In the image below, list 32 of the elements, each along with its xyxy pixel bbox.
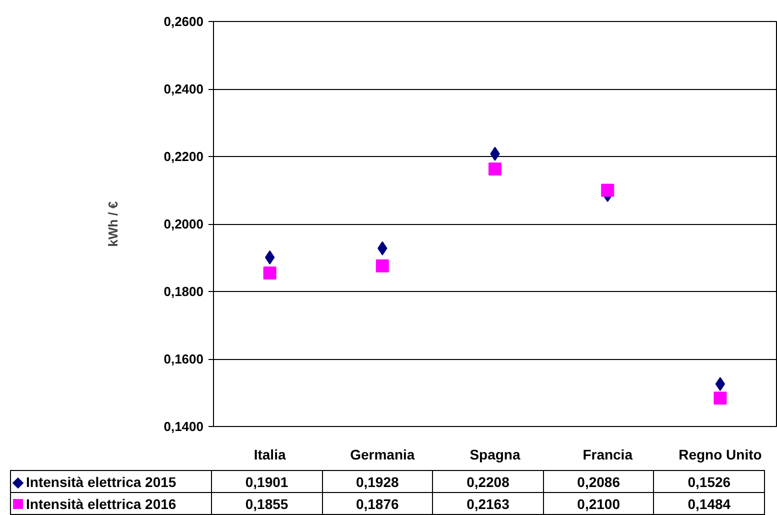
y-axis-title: kWh / € [106,201,121,247]
y-tick-label: 0,1800 [164,284,204,299]
x-tick-label: Francia [582,446,633,462]
y-tick-label: 0,1600 [164,352,204,366]
data-label: 0,1876 [322,492,433,514]
data-label: 0,1484 [654,492,764,514]
point [488,162,502,176]
point [714,392,727,405]
data-label: 0,2208 [432,470,544,492]
point [263,266,276,280]
data-label: 0,2163 [432,492,544,514]
point [715,376,726,391]
point [264,250,275,264]
legend-label: Intensità elettrica 2015 [10,470,212,492]
point [376,259,389,272]
legend-label: Intensità elettrica 2016 [10,492,212,514]
data-label: 0,2086 [543,470,654,492]
data-label: 0,2100 [543,492,654,514]
x-tick-label: Italia [254,446,286,462]
point [601,184,614,197]
y-tick-label: 0,2600 [164,14,204,29]
data-label: 0,1928 [322,470,433,492]
y-tick-label: 0,2000 [164,216,204,232]
y-tick-label: 0,1400 [164,419,204,434]
y-tick-label: 0,2400 [164,82,204,96]
x-tick-label: Regno Unito [678,446,762,462]
data-label: 0,1855 [212,492,322,514]
data-label: 0,1526 [654,470,764,492]
x-tick-label: Germania [350,446,415,462]
x-tick-label: Spagna [470,446,520,462]
data-label: 0,1901 [212,470,322,492]
y-tick-label: 0,2200 [164,149,204,164]
